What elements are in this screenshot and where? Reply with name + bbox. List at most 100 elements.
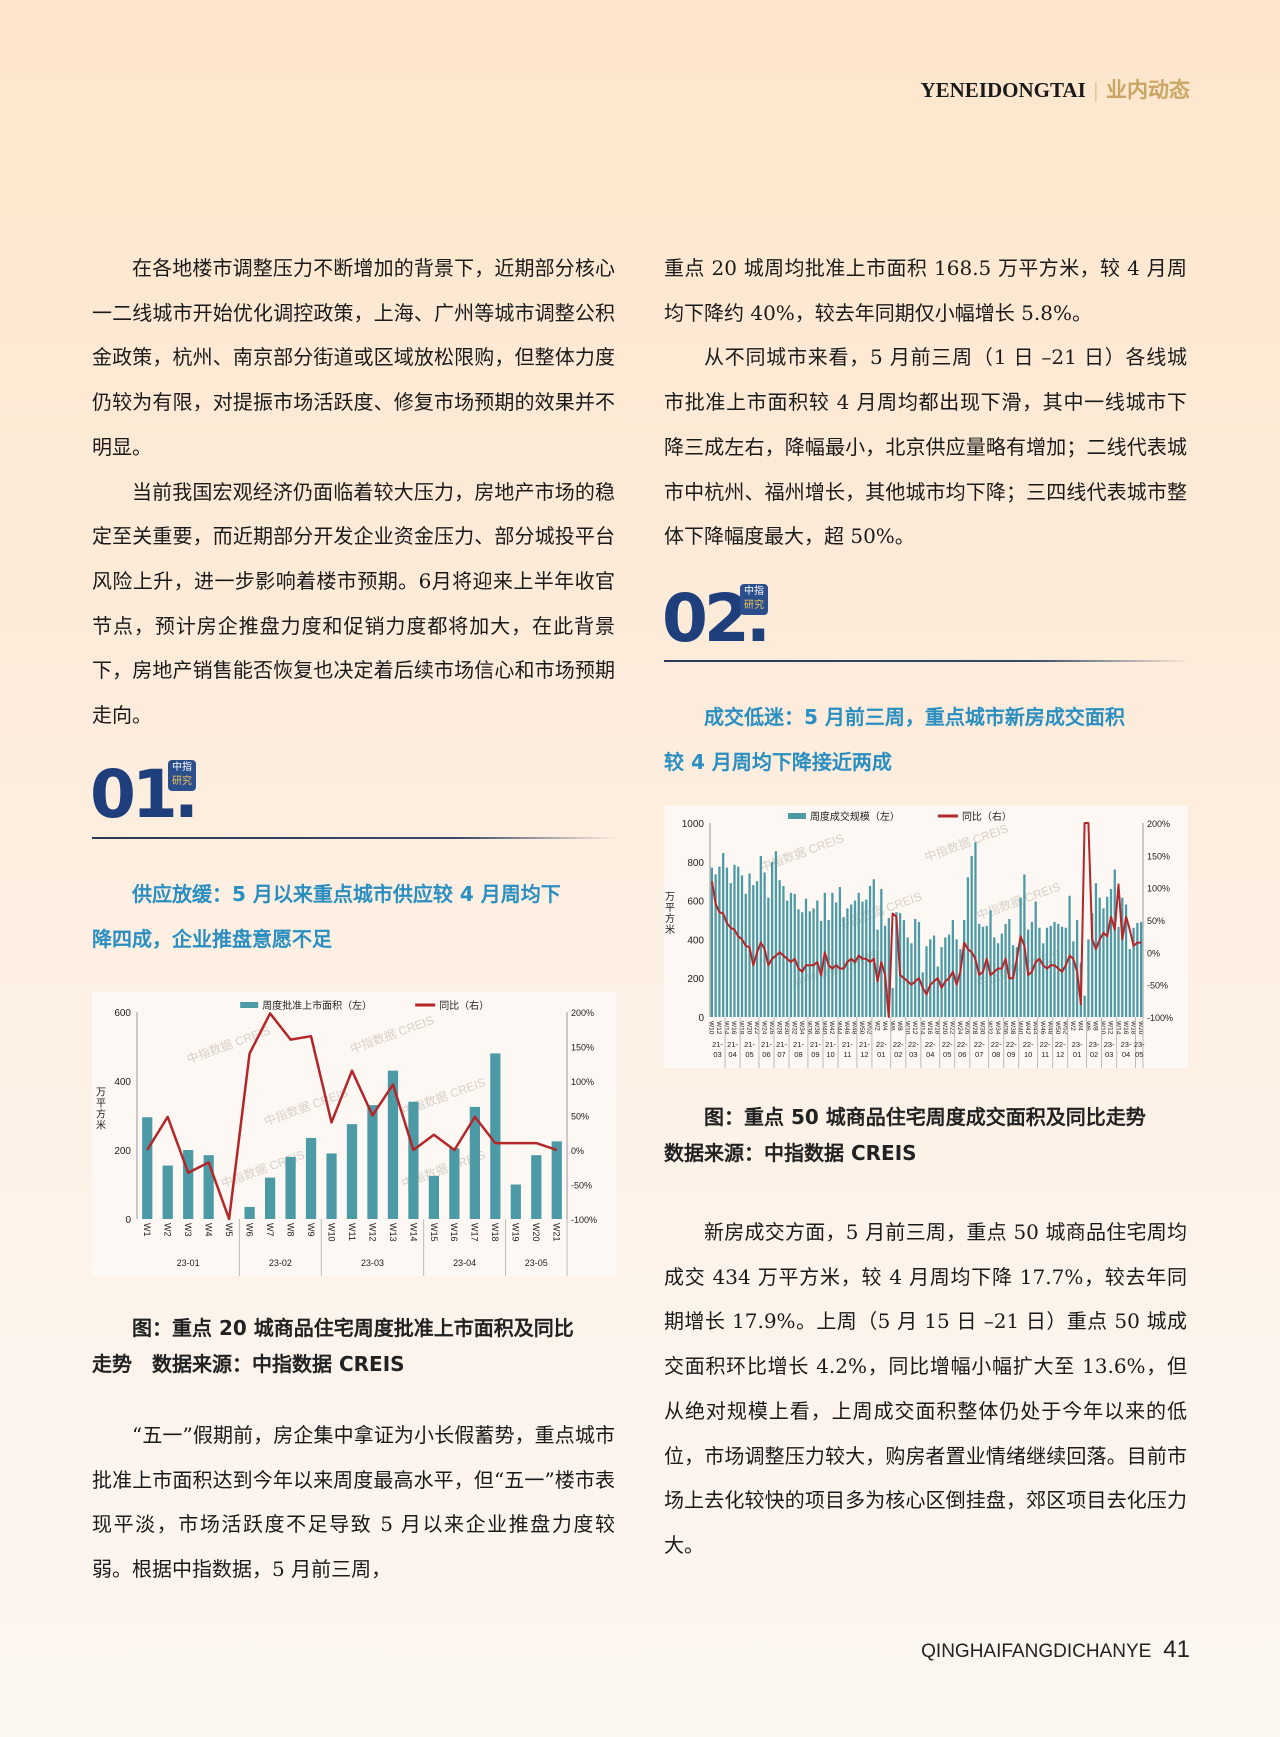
x-tick-label: W36	[1001, 1021, 1008, 1035]
bar	[978, 923, 981, 1017]
x-tick-label: W26	[964, 1021, 971, 1035]
zhongzhi-research-badge: 中指 研究	[740, 584, 768, 615]
bar	[932, 935, 936, 1017]
y2-tick-label: 100%	[571, 1077, 594, 1087]
header-chinese: 业内动态	[1106, 78, 1190, 102]
zhongzhi-research-badge: 中指 研究	[168, 760, 196, 791]
bar	[797, 909, 800, 1017]
x-tick-label: W2	[873, 1021, 880, 1031]
section-01-subtitle: 供应放缓：5 月以来重点城市供应较 4 月周均下 降四成，企业推盘意愿不足	[92, 882, 561, 951]
month-group-label: 21-	[810, 1040, 821, 1049]
x-tick-label: W24	[760, 1021, 767, 1035]
bar	[710, 867, 714, 1017]
bar	[872, 879, 875, 1017]
y2-tick-label: 50%	[1147, 916, 1165, 926]
bar	[1139, 921, 1143, 1017]
x-tick-label: W4	[1077, 1021, 1084, 1031]
x-tick-label: W10	[1099, 1021, 1106, 1035]
watermark: 中指数据 CREIS	[974, 879, 1062, 923]
bar	[1124, 904, 1128, 1017]
bar	[1117, 926, 1120, 1017]
y-tick-label: 400	[114, 1077, 131, 1088]
month-group-label: 22-	[908, 1040, 919, 1049]
bar	[162, 1165, 173, 1219]
x-tick-label: W21	[552, 1223, 562, 1242]
bar	[902, 920, 906, 1017]
x-tick-label: W12	[715, 1021, 722, 1035]
bar	[812, 908, 815, 1017]
section-02-heading: 02. 中指 研究	[662, 584, 771, 652]
x-tick-label: W50	[858, 1021, 865, 1035]
bar	[733, 864, 736, 1017]
month-group-label: 22-	[991, 1040, 1002, 1049]
month-group-label: 04	[728, 1050, 736, 1059]
bar	[449, 1148, 460, 1219]
x-tick-label: W10	[708, 1021, 715, 1035]
bar	[993, 937, 996, 1017]
x-tick-label: W16	[449, 1223, 459, 1242]
bar	[808, 911, 811, 1017]
x-tick-label: W2	[163, 1223, 173, 1237]
y-axis-label-char: 万	[96, 1088, 106, 1099]
x-tick-label: W20	[531, 1223, 541, 1242]
bar	[1064, 927, 1067, 1017]
month-group-label: 22-	[974, 1040, 985, 1049]
month-group-label: 21-	[744, 1040, 755, 1049]
x-tick-label: W6	[1084, 1021, 1091, 1031]
x-tick-label: W44	[836, 1021, 843, 1035]
watermark: 中指数据 CREIS	[922, 820, 1010, 864]
month-group-label: 21-	[712, 1040, 723, 1049]
x-tick-label: W14	[1114, 1021, 1121, 1035]
right-intro-text: 重点 20 城周均批准上市面积 168.5 万平方米，较 4 月周均下降约 40…	[664, 246, 1187, 559]
x-tick-label: W4	[881, 1021, 888, 1031]
legend-bar-swatch	[240, 1002, 259, 1008]
x-tick-label: W28	[971, 1021, 978, 1035]
month-group-label: 09	[1007, 1050, 1015, 1059]
month-group-label: 07	[777, 1050, 785, 1059]
month-group-label: 02	[894, 1050, 902, 1059]
page-number: 41	[1163, 1636, 1190, 1663]
month-group-label: 22-	[925, 1040, 936, 1049]
bar	[1042, 943, 1045, 1017]
bar	[1106, 896, 1109, 1017]
paragraph: “五一”假期前，房企集中拿证为小长假蓄势，重点城市批准上市面积达到今年以来周度最…	[92, 1423, 615, 1582]
bar	[835, 902, 838, 1017]
bar	[531, 1155, 542, 1219]
y2-tick-label: 50%	[571, 1112, 589, 1122]
month-group-label: 06	[958, 1050, 966, 1059]
x-tick-label: W12	[1107, 1021, 1114, 1035]
bar	[264, 1177, 276, 1219]
y2-tick-label: -50%	[1147, 981, 1168, 991]
bar	[929, 939, 932, 1017]
x-tick-label: W17	[470, 1223, 480, 1242]
month-group-label: 22-	[1006, 1040, 1017, 1049]
month-group-label: 21-	[842, 1040, 853, 1049]
bar	[326, 1153, 337, 1219]
legend-bar-label: 周度批准上市面积（左）	[262, 999, 372, 1012]
bar	[725, 867, 729, 1017]
y2-tick-label: 200%	[571, 1008, 594, 1018]
y2-tick-label: -100%	[1147, 1013, 1173, 1023]
month-group-label: 05	[745, 1050, 753, 1059]
bar	[551, 1141, 562, 1219]
header-latin: YENEIDONGTAI	[920, 78, 1086, 102]
paragraph: 重点 20 城周均批准上市面积 168.5 万平方米，较 4 月周均下降约 40…	[664, 256, 1187, 325]
y-tick-label: 1000	[682, 819, 705, 830]
month-group-label: 23-04	[453, 1258, 476, 1268]
month-group-label: 22-	[1040, 1040, 1051, 1049]
bar	[1109, 888, 1113, 1017]
section-01-heading: 01. 中指 研究	[90, 760, 199, 828]
paragraph: 新房成交方面，5 月前三周，重点 50 城商品住宅周均成交 434 万平方米，较…	[664, 1220, 1187, 1557]
month-group-label: 10	[1024, 1050, 1032, 1059]
bar	[925, 946, 928, 1017]
bar	[1136, 922, 1139, 1017]
watermark: 中指数据 CREIS	[348, 1012, 436, 1056]
bar	[718, 866, 721, 1017]
watermark: 中指数据 CREIS	[184, 1022, 272, 1066]
x-tick-label: W30	[979, 1021, 986, 1035]
bar	[850, 904, 853, 1017]
bar	[1008, 919, 1011, 1017]
bar	[748, 873, 751, 1017]
bar	[387, 1070, 399, 1219]
x-tick-label: W4	[204, 1223, 214, 1237]
